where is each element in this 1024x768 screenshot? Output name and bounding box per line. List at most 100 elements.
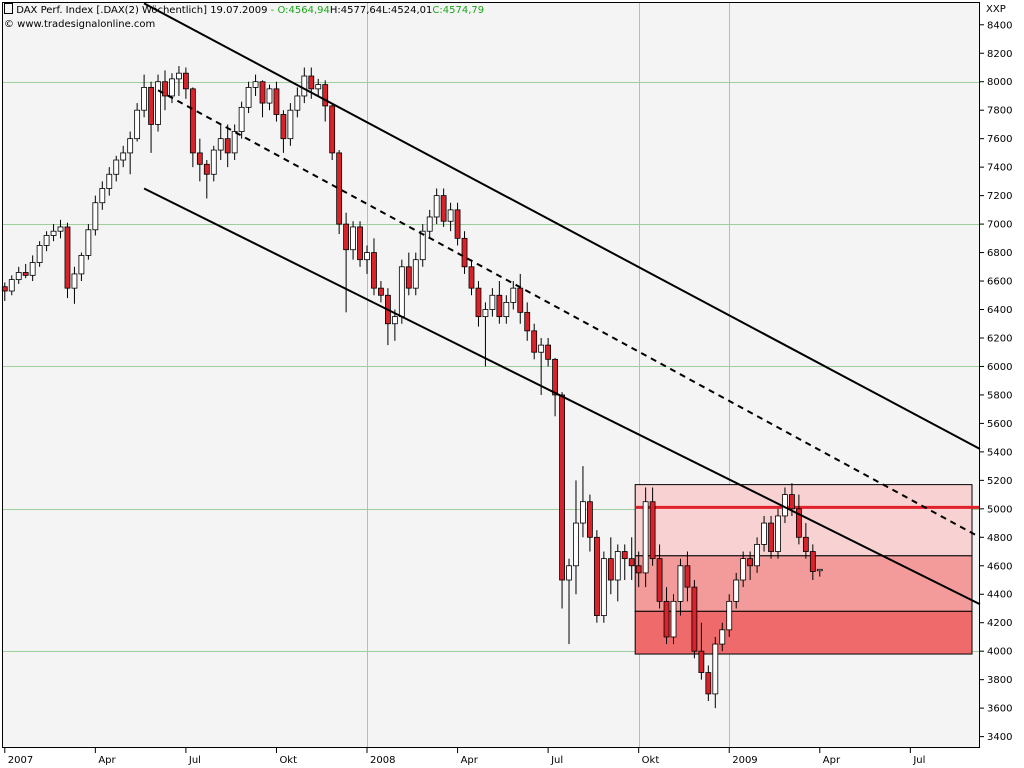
candle-body bbox=[454, 209, 461, 239]
candle-body bbox=[600, 558, 607, 616]
candle bbox=[621, 544, 628, 581]
chart-header: DAX Perf. Index [.DAX(2) Wöchentlich] 19… bbox=[4, 3, 484, 16]
x-tick-label: Jul bbox=[188, 755, 201, 766]
candle-body bbox=[461, 237, 468, 268]
y-tick-label: 8400 bbox=[987, 20, 1012, 31]
candle-body bbox=[141, 87, 148, 111]
y-tick-label: 5200 bbox=[987, 476, 1012, 487]
candle-body bbox=[656, 558, 663, 602]
copyright-label: © www.tradesignalonline.com bbox=[4, 19, 156, 30]
candle bbox=[419, 224, 426, 267]
candle bbox=[162, 70, 168, 111]
candle-body bbox=[691, 586, 698, 652]
candle bbox=[301, 67, 308, 104]
candle-body bbox=[447, 209, 454, 222]
candle bbox=[656, 544, 663, 609]
y-tick-label: 5400 bbox=[987, 447, 1012, 458]
candle-body bbox=[747, 558, 754, 567]
candle bbox=[628, 537, 635, 581]
candle bbox=[106, 167, 113, 196]
lower-channel bbox=[143, 187, 981, 606]
candle-body bbox=[252, 81, 259, 88]
candle-body bbox=[398, 266, 405, 318]
candle bbox=[57, 219, 64, 239]
candle-body bbox=[517, 287, 524, 313]
candle bbox=[545, 337, 552, 367]
candle bbox=[182, 67, 189, 99]
candle bbox=[726, 594, 733, 637]
candle bbox=[482, 302, 489, 367]
candle-body bbox=[391, 316, 398, 325]
candle-body bbox=[663, 600, 670, 638]
candle-body bbox=[343, 223, 350, 251]
candle-body bbox=[189, 88, 196, 154]
candle-body bbox=[754, 544, 760, 567]
candle bbox=[795, 494, 802, 545]
x-tick-label: 2008 bbox=[370, 755, 395, 766]
x-tick-label: Okt bbox=[642, 755, 660, 766]
x-tick-label: 2009 bbox=[732, 755, 757, 766]
candle-body bbox=[308, 75, 315, 90]
x-tick-label: 2007 bbox=[8, 755, 33, 766]
candle-body bbox=[489, 294, 496, 310]
y-tick-label: 4600 bbox=[987, 561, 1012, 572]
candle bbox=[566, 558, 572, 645]
candle bbox=[461, 231, 468, 274]
candle-body bbox=[36, 245, 43, 263]
candle bbox=[670, 594, 677, 645]
y-tick-label: 8000 bbox=[987, 77, 1012, 88]
y-tick-label: 7800 bbox=[987, 106, 1012, 117]
candle-body bbox=[364, 252, 370, 261]
y-tick-label: 7600 bbox=[987, 134, 1012, 145]
candle-body bbox=[593, 536, 600, 616]
candle bbox=[649, 487, 656, 566]
x-tick-label: Okt bbox=[279, 755, 297, 766]
candle-body bbox=[57, 226, 64, 232]
candle bbox=[573, 480, 579, 595]
candle bbox=[155, 74, 161, 132]
candle bbox=[587, 494, 593, 552]
candle bbox=[99, 181, 106, 210]
candle bbox=[552, 357, 558, 417]
candle-body bbox=[768, 522, 774, 552]
candle-body bbox=[99, 188, 106, 204]
candle bbox=[15, 266, 22, 284]
middle-channel bbox=[157, 89, 981, 539]
candle-body bbox=[531, 330, 538, 353]
candle-body bbox=[155, 81, 161, 125]
candle-body bbox=[496, 294, 503, 318]
candle-body bbox=[795, 508, 802, 538]
candle-body bbox=[635, 565, 642, 574]
x-tick-label: Jul bbox=[550, 755, 563, 766]
candle bbox=[454, 202, 461, 246]
candle-body bbox=[649, 501, 656, 560]
candle bbox=[440, 188, 447, 227]
candle-body bbox=[559, 394, 565, 581]
candle bbox=[176, 66, 182, 96]
candle-body bbox=[280, 114, 287, 140]
candle bbox=[761, 515, 767, 552]
candle-body bbox=[712, 643, 719, 695]
candle-body bbox=[614, 551, 621, 581]
candle bbox=[559, 392, 565, 609]
candle bbox=[447, 202, 454, 232]
candle bbox=[663, 587, 670, 645]
instrument-title: DAX Perf. Index [.DAX(2) bbox=[16, 5, 139, 16]
candle bbox=[705, 665, 712, 702]
candle-body bbox=[670, 600, 677, 638]
candle-body bbox=[22, 272, 29, 276]
y-tick-label: 3800 bbox=[987, 675, 1012, 686]
candle-body bbox=[238, 106, 245, 132]
candle bbox=[224, 124, 231, 168]
y-axis: 3400 3600 3800 4000 4200 4400 4600 4800 5000 5200… bbox=[980, 20, 1012, 743]
close-label: C:4574,79 bbox=[432, 5, 485, 16]
candle-body bbox=[587, 501, 593, 538]
candle bbox=[266, 84, 273, 111]
candle bbox=[64, 222, 71, 299]
low-label: L:4524,01 bbox=[382, 5, 433, 16]
candle-body bbox=[621, 551, 628, 560]
candle bbox=[329, 103, 336, 161]
candle-body bbox=[482, 309, 489, 318]
